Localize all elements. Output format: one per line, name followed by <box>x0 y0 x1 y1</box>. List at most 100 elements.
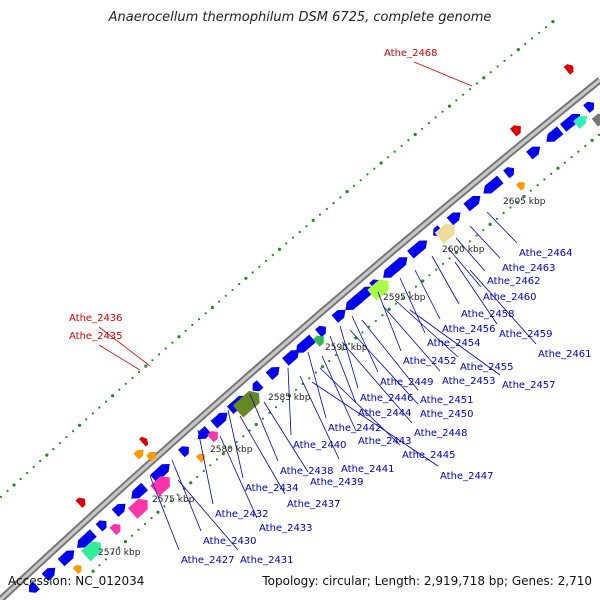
feature-block <box>573 116 588 129</box>
tick-dot <box>231 288 234 292</box>
tick-dot <box>164 347 167 350</box>
tick-dot <box>294 388 298 391</box>
gene-label[interactable]: Athe_2454 <box>427 338 481 349</box>
gene-label[interactable]: Athe_2439 <box>310 477 364 488</box>
gene-label[interactable]: Athe_2441 <box>341 464 395 475</box>
tick-dot <box>65 436 68 439</box>
gene-label[interactable]: Athe_2434 <box>245 483 299 494</box>
gene-label[interactable]: Athe_2430 <box>203 536 257 547</box>
gene-label[interactable]: Athe_2438 <box>280 466 334 477</box>
tick-dot <box>421 279 425 283</box>
cds-arrow <box>57 550 75 567</box>
cds-arrow <box>252 380 264 392</box>
tick-dot <box>130 534 134 537</box>
tick-dot <box>277 247 282 251</box>
gene-label[interactable]: Athe_2447 <box>440 471 494 482</box>
gene-label[interactable]: Athe_2432 <box>215 509 269 520</box>
tick-dot <box>138 370 141 374</box>
gene-label[interactable]: Athe_2431 <box>240 555 294 566</box>
tick-dot <box>118 388 121 391</box>
highlight-gene-label[interactable]: Athe_2468 <box>384 48 438 59</box>
tick-dot <box>468 240 471 243</box>
feature-block <box>72 565 82 574</box>
cds-arrow <box>150 464 170 483</box>
tick-dot <box>298 230 301 234</box>
gene-label[interactable]: Athe_2443 <box>358 436 412 447</box>
cds-arrow <box>383 264 397 278</box>
tick-dot <box>235 440 238 444</box>
cds-arrow <box>197 426 212 440</box>
gene-label[interactable]: Athe_2455 <box>460 362 514 373</box>
gene-label[interactable]: Athe_2458 <box>461 309 515 320</box>
gene-label[interactable]: Athe_2437 <box>287 499 341 510</box>
highlight-leader <box>98 344 141 371</box>
label-leader <box>469 225 501 259</box>
tick-dot <box>325 207 328 210</box>
kbp-tick-label: 2600 kbp <box>442 245 485 255</box>
tick-dot <box>39 459 42 463</box>
tick-dot <box>150 517 153 520</box>
gene-label[interactable]: Athe_2459 <box>499 329 553 340</box>
tick-dot <box>577 150 580 153</box>
tick-dot <box>218 300 221 303</box>
gene-label[interactable]: Athe_2452 <box>403 356 457 367</box>
tick-dot <box>428 274 431 277</box>
tick-dot <box>509 206 512 209</box>
tick-dot <box>496 65 499 68</box>
tick-dot <box>91 412 94 415</box>
highlight-gene-label[interactable]: Athe_2436 <box>69 313 123 324</box>
cds-arrow <box>282 350 299 366</box>
highlight-arrow <box>75 497 86 508</box>
gene-label[interactable]: Athe_2463 <box>502 263 556 274</box>
gene-label[interactable]: Athe_2449 <box>380 377 434 388</box>
tick-dot <box>345 190 349 194</box>
gene-label[interactable]: Athe_2462 <box>487 276 541 287</box>
gene-label[interactable]: Athe_2446 <box>360 393 414 404</box>
tick-dot <box>26 471 29 475</box>
tick-dot <box>19 477 22 481</box>
tick-dot <box>275 406 278 409</box>
tick-dot <box>191 323 194 327</box>
gene-label[interactable]: Athe_2457 <box>502 380 556 391</box>
gene-label[interactable]: Athe_2444 <box>358 408 412 419</box>
gene-label[interactable]: Athe_2427 <box>181 555 235 566</box>
tick-dot <box>482 76 486 80</box>
gene-label[interactable]: Athe_2453 <box>442 376 496 387</box>
gene-label[interactable]: Athe_2448 <box>414 428 468 439</box>
tick-dot <box>339 196 342 199</box>
tick-dot <box>475 234 478 237</box>
gene-label[interactable]: Athe_2451 <box>420 395 474 406</box>
label-leader <box>239 415 286 495</box>
cds-arrow <box>265 367 280 380</box>
tick-dot <box>176 493 179 496</box>
tick-dot <box>184 329 187 332</box>
gene-label[interactable]: Athe_2445 <box>402 450 456 461</box>
tick-dot <box>462 93 465 96</box>
tick-dot <box>91 569 95 573</box>
gene-label[interactable]: Athe_2464 <box>519 248 573 259</box>
gene-label[interactable]: Athe_2456 <box>442 324 496 335</box>
gene-label[interactable]: Athe_2440 <box>293 440 347 451</box>
tick-dot <box>434 116 437 119</box>
tick-dot <box>285 242 288 245</box>
cds-arrow <box>407 240 428 259</box>
tick-dot <box>538 31 541 34</box>
tick-dot <box>503 59 506 63</box>
tick-dot <box>413 132 417 137</box>
highlight-arrow <box>563 64 574 75</box>
gene-label[interactable]: Athe_2433 <box>259 523 313 534</box>
tick-dot <box>221 452 225 456</box>
tick-dot <box>386 156 389 159</box>
highlight-gene-label[interactable]: Athe_2435 <box>69 331 123 342</box>
gene-label[interactable]: Athe_2460 <box>483 292 537 303</box>
feature-block <box>196 453 205 463</box>
tick-dot <box>264 259 268 262</box>
tick-dot <box>590 138 594 142</box>
gene-label[interactable]: Athe_2442 <box>328 423 382 434</box>
gene-label[interactable]: Athe_2461 <box>538 349 592 360</box>
tick-dot <box>544 26 548 29</box>
tick-dot <box>408 291 411 294</box>
label-leader <box>171 459 202 532</box>
gene-label[interactable]: Athe_2450 <box>420 409 474 420</box>
